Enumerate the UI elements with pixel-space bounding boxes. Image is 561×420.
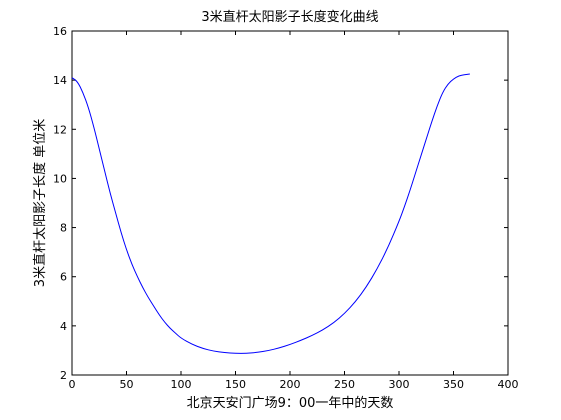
tick-labels-layer: 0 50 100 150 200 250 300 350 400 2 4 6 8 10 12 14 16 [53,25,519,391]
x-tick-label: 200 [280,378,301,391]
chart-title: 3米直杆太阳影子长度变化曲线 [201,9,378,25]
x-axis-label: 北京天安门广场9：00一年中的天数 [187,395,394,411]
ticks-layer [71,30,509,376]
x-tick-label: 350 [443,378,464,391]
x-tick-label: 250 [334,378,355,391]
x-tick-label: 0 [69,378,76,391]
y-tick-label: 4 [60,320,67,333]
x-tick-label: 400 [498,378,519,391]
x-tick-label: 100 [171,378,192,391]
y-tick-label: 14 [53,74,67,87]
y-tick-label: 12 [53,123,67,136]
x-tick-label: 50 [120,378,134,391]
y-tick-label: 2 [60,369,67,382]
y-tick-label: 8 [60,222,67,235]
x-tick-label: 300 [389,378,410,391]
x-tick-label: 150 [225,378,246,391]
y-axis-label: 3米直杆太阳影子长度 单位米 [32,119,48,287]
y-tick-label: 10 [53,172,67,185]
y-tick-label: 16 [53,25,67,38]
plot-area [71,30,509,376]
series-line [71,73,470,354]
y-tick-label: 6 [60,271,67,284]
